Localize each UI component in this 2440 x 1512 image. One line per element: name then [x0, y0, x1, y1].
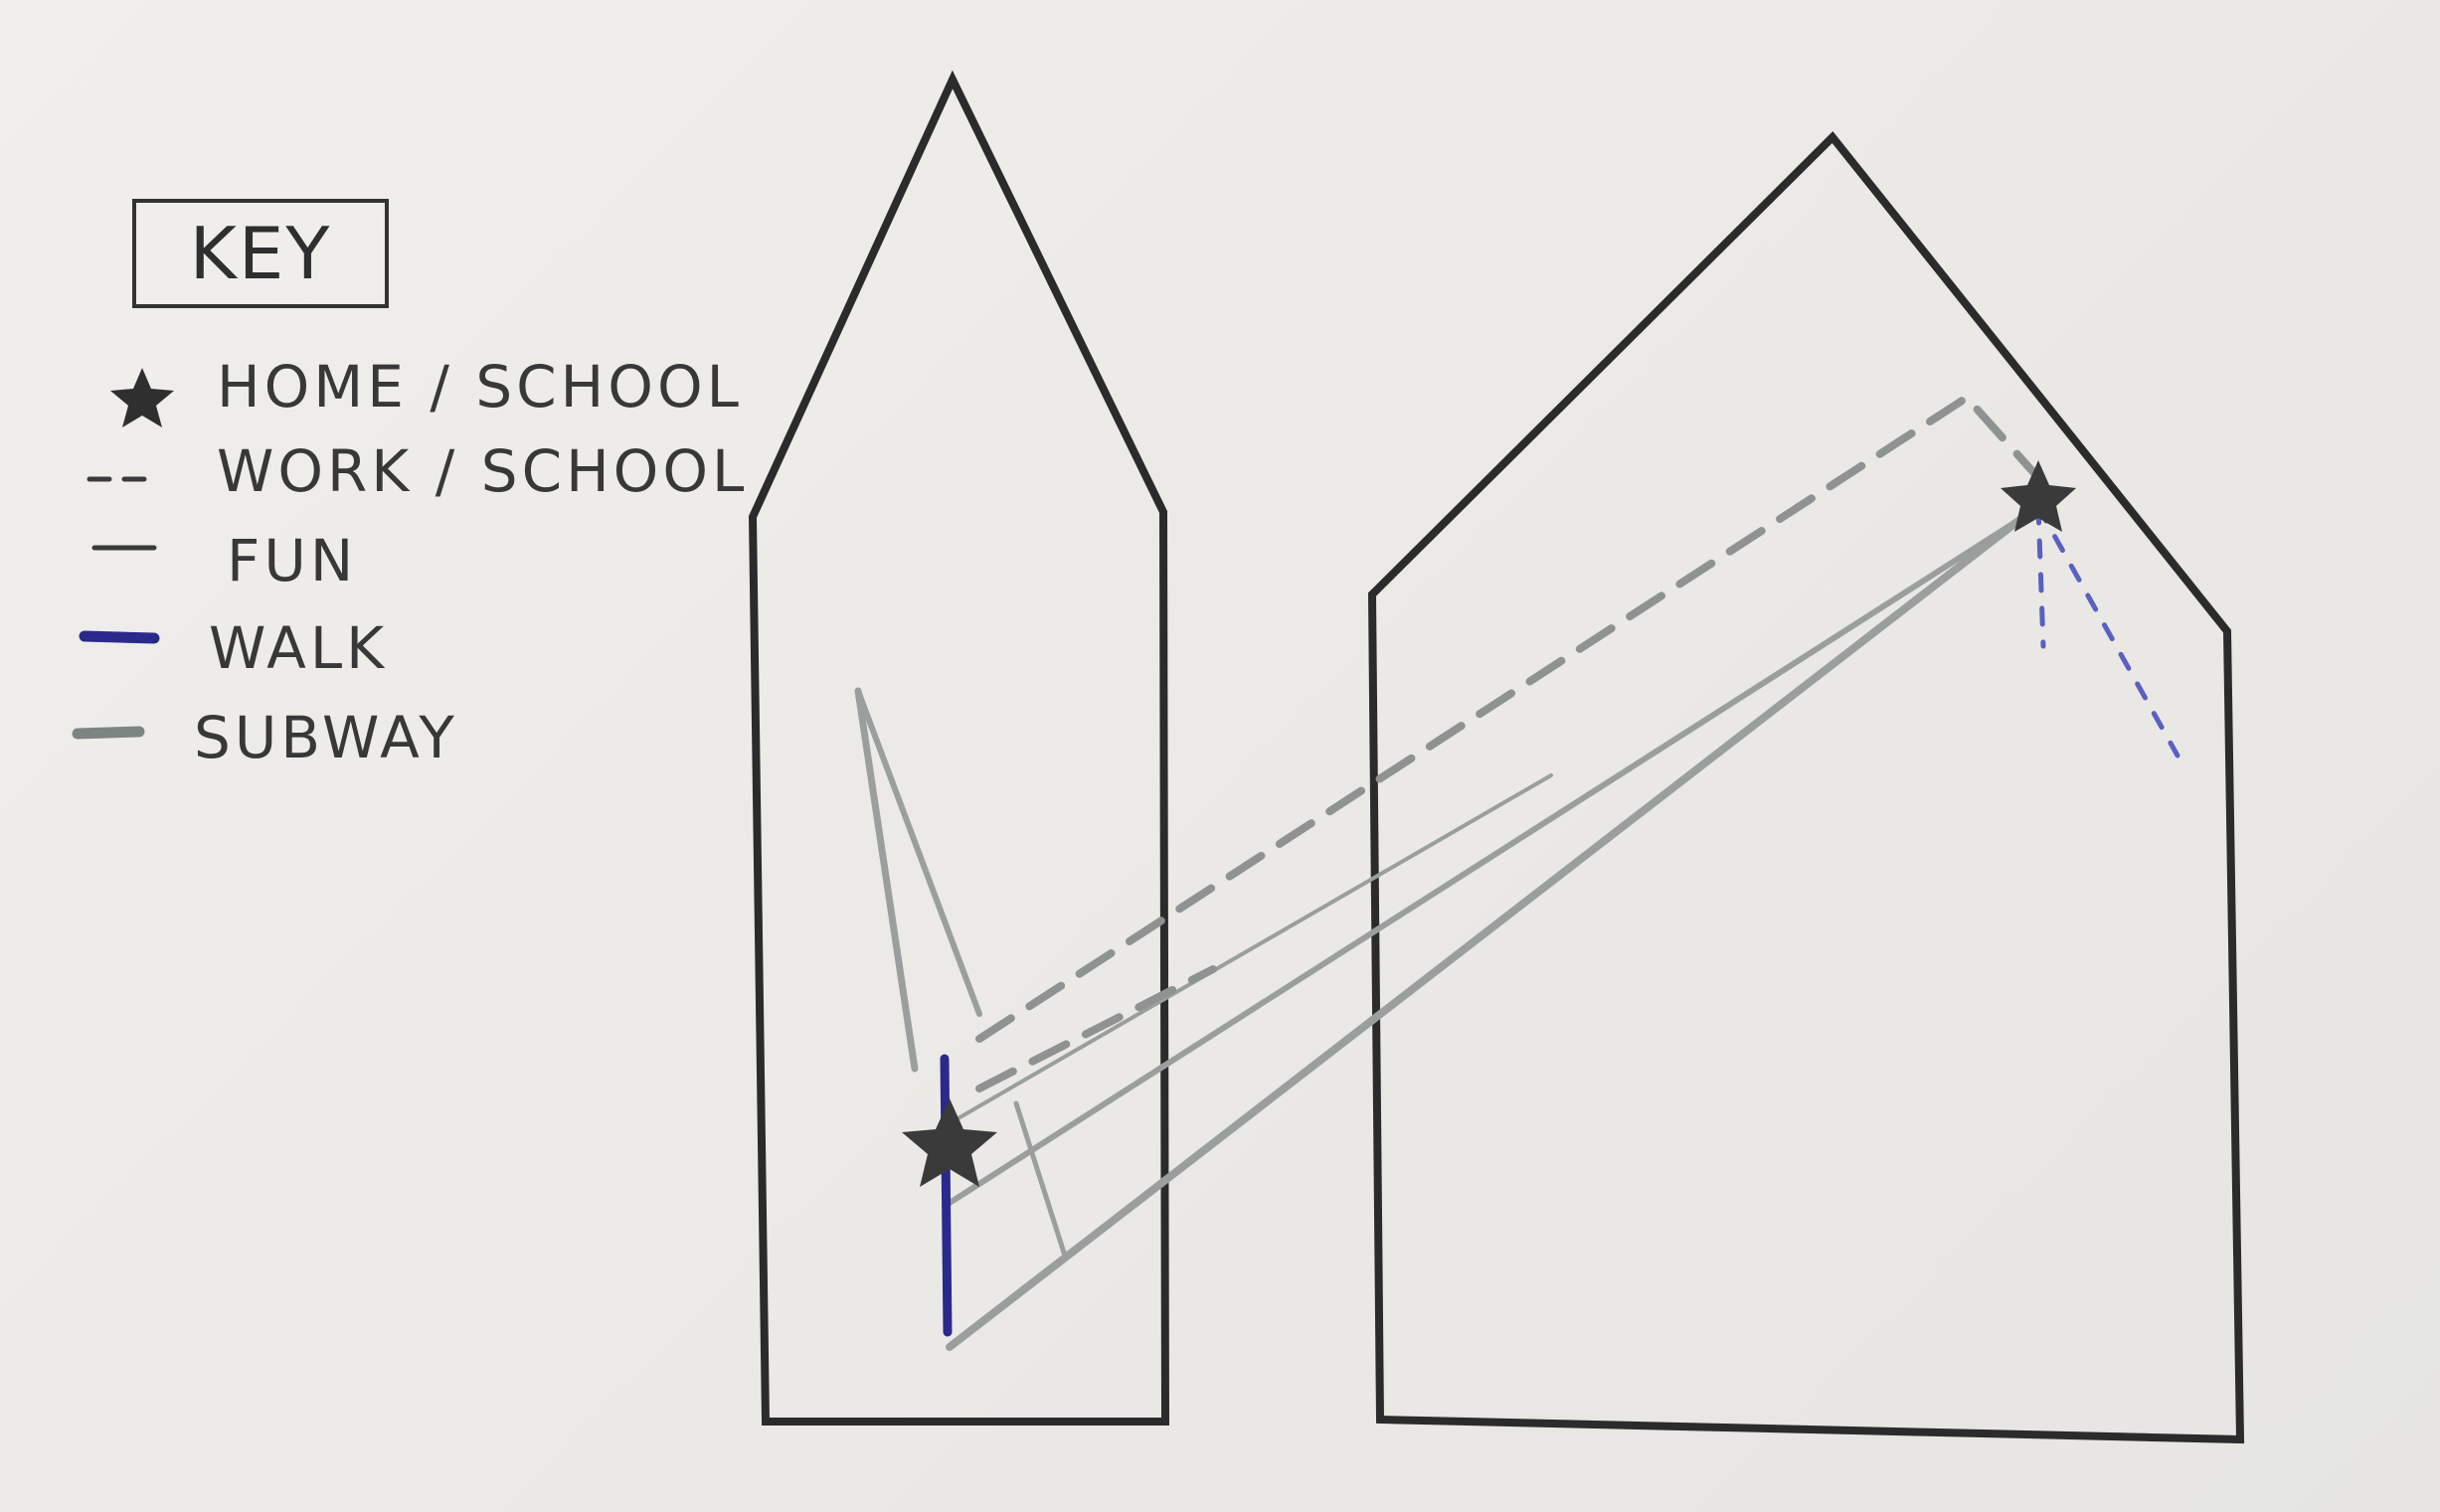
legend-star-icon — [110, 368, 174, 427]
legend-title: KEY — [189, 212, 332, 295]
right-house-outline — [1367, 131, 2245, 1444]
subway-route-left-spike-2 — [855, 688, 982, 1017]
legend-title-box: KEY — [132, 199, 389, 308]
legend-label-work-school: WORK / SCHOOL — [217, 437, 749, 505]
legend-label-subway: SUBWAY — [194, 704, 458, 771]
work-school-dashed-route-upper — [975, 392, 2037, 1043]
fun-route — [948, 773, 1553, 1125]
legend-walk-line-icon — [79, 630, 160, 644]
work-school-dashed-route-lower — [975, 965, 1217, 1092]
legend-label-home-school: HOME / SCHOOL — [217, 353, 743, 420]
left-house-outline — [748, 70, 1170, 1426]
walk-dotted-route-1 — [2035, 504, 2046, 649]
subway-route-upper — [947, 514, 2026, 1206]
walk-dotted-route-2 — [2035, 504, 2180, 758]
subway-route-left-spike — [854, 687, 919, 1073]
legend-label-walk: WALK — [209, 614, 389, 682]
subway-route-lower — [946, 513, 2027, 1351]
walk-route-left — [940, 1054, 953, 1337]
home-school-star-left — [902, 1098, 997, 1187]
legend-label-fun: FUN — [227, 527, 358, 594]
legend-subway-line-icon — [72, 726, 145, 740]
subway-route-vertical — [1013, 1100, 1067, 1256]
home-school-star-right — [2001, 460, 2076, 532]
